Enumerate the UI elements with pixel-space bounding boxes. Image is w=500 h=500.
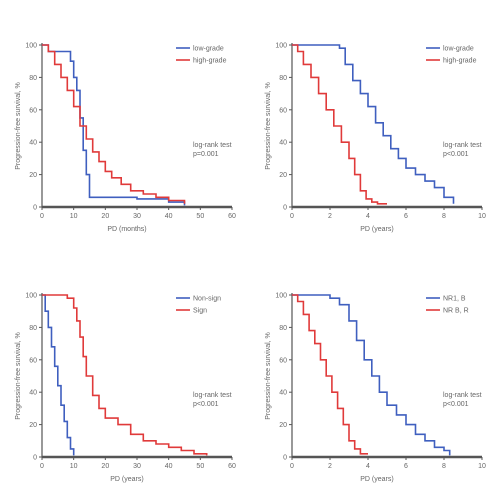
series-line-2 xyxy=(42,294,208,456)
series-line-1 xyxy=(292,294,451,456)
y-tick-label: 0 xyxy=(33,455,37,462)
y-tick-label: 60 xyxy=(279,107,287,114)
x-tick-label: 0 xyxy=(40,463,44,470)
x-tick-label: 6 xyxy=(404,463,408,470)
x-tick-label: 10 xyxy=(478,463,486,470)
chart-panel-top-left: 0 20 40 60 80 100 0 10 20 30 40 50 60 PD (months) Prog… xyxy=(0,0,250,250)
legend-label-2: high-grade xyxy=(193,58,227,65)
chart-panel-top-right: 0 20 40 60 80 100 0 2 4 6 8 10 PD (years) Progression… xyxy=(250,0,500,250)
x-tick-label: 50 xyxy=(196,213,204,220)
x-tick-label: 6 xyxy=(404,213,408,220)
x-tick-label: 0 xyxy=(290,463,294,470)
y-tick-label: 80 xyxy=(29,75,37,82)
y-tick-label: 100 xyxy=(25,43,37,50)
x-tick-label: 8 xyxy=(442,463,446,470)
x-axis-label: PD (months) xyxy=(107,226,146,233)
y-tick-label: 100 xyxy=(25,293,37,300)
y-tick-label: 80 xyxy=(279,75,287,82)
y-tick-label: 0 xyxy=(283,455,287,462)
chart-svg: 0 20 40 60 80 100 0 2 4 6 8 10 PD (years) Progression… xyxy=(265,293,486,484)
annotation-text: p<0.001 xyxy=(193,401,219,408)
y-tick-label: 20 xyxy=(29,172,37,179)
y-tick-label: 0 xyxy=(283,205,287,212)
series-line-2 xyxy=(292,44,387,205)
y-axis-label: Progression-free survival, % xyxy=(265,332,272,420)
legend-label-1: low-grade xyxy=(443,46,474,53)
chart-svg: 0 20 40 60 80 100 0 2 4 6 8 10 PD (years) Progression… xyxy=(265,43,486,234)
y-tick-label: 80 xyxy=(29,325,37,332)
y-tick-label: 40 xyxy=(279,140,287,147)
x-tick-label: 4 xyxy=(366,463,370,470)
series-line-2 xyxy=(42,44,186,204)
series-line-1 xyxy=(42,294,75,456)
annotation-text: log-rank test xyxy=(443,392,482,399)
annotation-text: p<0.001 xyxy=(443,151,469,158)
y-axis-label: Progression-free survival, % xyxy=(15,332,22,420)
series-line-2 xyxy=(292,294,368,455)
legend-label-1: low-grade xyxy=(193,46,224,53)
x-tick-label: 2 xyxy=(328,213,332,220)
y-tick-label: 60 xyxy=(279,357,287,364)
x-tick-label: 60 xyxy=(228,213,236,220)
annotation-text: log-rank test xyxy=(193,392,232,399)
legend-label-2: Sign xyxy=(193,308,207,315)
x-tick-label: 4 xyxy=(366,213,370,220)
x-axis-label: PD (years) xyxy=(360,226,393,233)
x-tick-label: 0 xyxy=(290,213,294,220)
y-tick-label: 40 xyxy=(29,390,37,397)
y-tick-label: 60 xyxy=(29,107,37,114)
x-tick-label: 40 xyxy=(165,213,173,220)
y-tick-label: 40 xyxy=(279,390,287,397)
x-tick-label: 30 xyxy=(133,213,141,220)
chart-svg: 0 20 40 60 80 100 0 10 20 30 40 50 60 PD (years) Progr… xyxy=(15,293,236,484)
y-tick-label: 40 xyxy=(29,140,37,147)
legend-label-1: Non-sign xyxy=(193,296,221,303)
annotation-text: p=0.001 xyxy=(193,151,219,158)
x-tick-label: 40 xyxy=(165,463,173,470)
x-tick-label: 50 xyxy=(196,463,204,470)
x-axis-label: PD (years) xyxy=(360,476,393,483)
y-axis-label: Progression-free survival, % xyxy=(15,82,22,170)
chart-panel-bottom-right: 0 20 40 60 80 100 0 2 4 6 8 10 PD (years) Progression… xyxy=(250,250,500,500)
legend-label-2: NR B, R xyxy=(443,308,469,315)
legend-label-1: NR1, B xyxy=(443,296,466,303)
series-line-1 xyxy=(292,44,455,204)
y-tick-label: 20 xyxy=(279,172,287,179)
x-tick-label: 20 xyxy=(101,463,109,470)
series-line-1 xyxy=(42,44,186,206)
x-axis-label: PD (years) xyxy=(110,476,143,483)
x-tick-label: 60 xyxy=(228,463,236,470)
y-tick-label: 20 xyxy=(279,422,287,429)
chart-svg: 0 20 40 60 80 100 0 10 20 30 40 50 60 PD (months) Prog… xyxy=(15,43,236,234)
y-axis-label: Progression-free survival, % xyxy=(265,82,272,170)
chart-panel-bottom-left: 0 20 40 60 80 100 0 10 20 30 40 50 60 PD (years) Progr… xyxy=(0,250,250,500)
x-tick-label: 2 xyxy=(328,463,332,470)
x-tick-label: 10 xyxy=(70,213,78,220)
x-tick-label: 8 xyxy=(442,213,446,220)
annotation-text: log-rank test xyxy=(443,142,482,149)
y-tick-label: 100 xyxy=(275,293,287,300)
y-tick-label: 80 xyxy=(279,325,287,332)
x-tick-label: 0 xyxy=(40,213,44,220)
x-tick-label: 30 xyxy=(133,463,141,470)
annotation-text: log-rank test xyxy=(193,142,232,149)
x-tick-label: 20 xyxy=(101,213,109,220)
y-tick-label: 0 xyxy=(33,205,37,212)
legend-label-2: high-grade xyxy=(443,58,477,65)
annotation-text: p<0.001 xyxy=(443,401,469,408)
y-tick-label: 20 xyxy=(29,422,37,429)
y-tick-label: 60 xyxy=(29,357,37,364)
x-tick-label: 10 xyxy=(70,463,78,470)
y-tick-label: 100 xyxy=(275,43,287,50)
x-tick-label: 10 xyxy=(478,213,486,220)
